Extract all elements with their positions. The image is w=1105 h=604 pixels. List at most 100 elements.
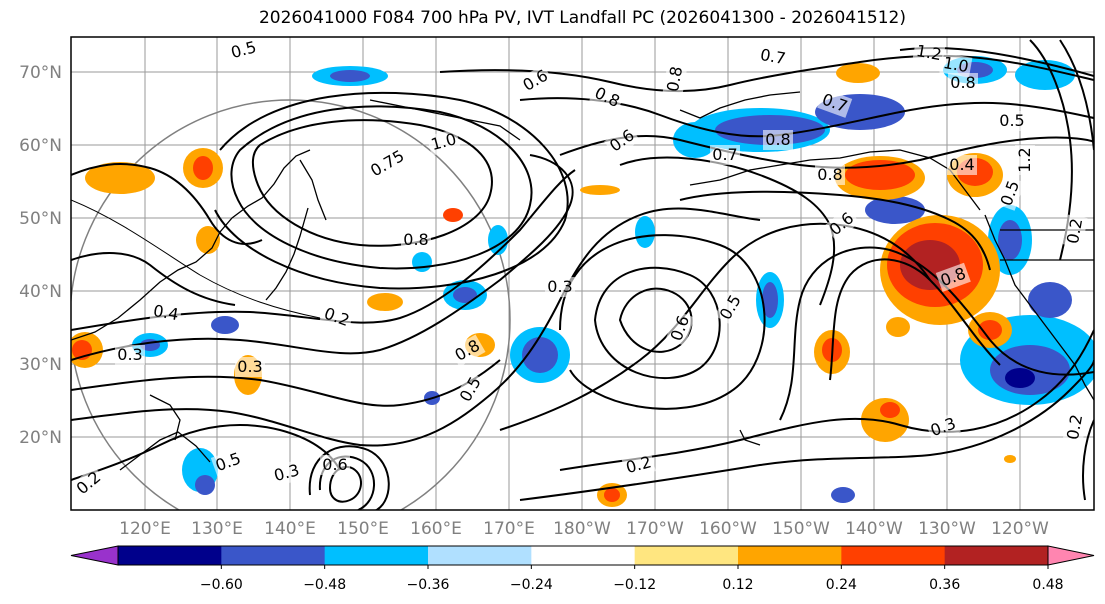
contour-label-bg: [454, 371, 487, 408]
colorbar-tick-label: −0.60: [200, 577, 243, 593]
contour-label-bg: [369, 147, 406, 180]
contour-line: [559, 234, 766, 410]
contour-label-bg: [210, 447, 246, 477]
contour-label-bg: [149, 300, 183, 326]
lon-label: 180°W: [553, 519, 611, 539]
lon-label: 130°E: [191, 519, 243, 539]
lon-label: 160°E: [410, 519, 462, 539]
shade-blob: [978, 320, 1002, 340]
contour-label: 0.8: [765, 130, 790, 149]
contour-label-bg: [823, 206, 860, 242]
contour-label-bg: [269, 459, 304, 487]
contour-label-bg: [226, 37, 261, 64]
contour-label-bg: [115, 345, 145, 365]
lat-label: 30°N: [19, 355, 62, 375]
contour-line: [1082, 419, 1094, 501]
colorbar-tick-label: 0.36: [929, 577, 960, 593]
lon-label: 170°W: [626, 519, 684, 539]
lon-label: 140°E: [264, 519, 316, 539]
shade-blob: [762, 282, 778, 318]
colorbar-tick-label: 0.12: [722, 577, 753, 593]
colorbar-tick-label: 0.24: [826, 577, 857, 593]
contour-label-bg: [817, 88, 853, 118]
contour-label: 0.8: [950, 73, 975, 92]
shade-blob: [865, 196, 925, 224]
coastline-north-america: [984, 214, 1094, 401]
contour-label: 0.8: [403, 230, 428, 249]
colorbar-segment: [221, 546, 326, 565]
contour-label: 0.7: [759, 45, 787, 68]
contour-line: [308, 445, 390, 510]
contour-label-bg: [995, 175, 1025, 211]
shade-blob: [1005, 368, 1035, 388]
shade-blob: [453, 287, 477, 303]
lat-label: 20°N: [19, 428, 62, 448]
contour-line: [252, 119, 493, 247]
longitude-labels: 120°E 130°E 140°E 150°E 160°E 170°E 180°W 170°W…: [119, 519, 1049, 539]
colorbar-segment: [428, 546, 532, 565]
shade-blob: [673, 122, 717, 158]
contour-label-bg: [665, 310, 695, 346]
colorbar-frame: [117, 545, 1049, 566]
lon-label: 160°W: [699, 519, 757, 539]
lon-label: 150°E: [337, 519, 389, 539]
range-ring: [71, 99, 511, 510]
page-title: 2026041000 F084 700 hPa PV, IVT Landfall…: [258, 8, 906, 28]
contour-label: 1.2: [1015, 147, 1034, 172]
coastline-alaska-north: [679, 91, 801, 119]
colorbar-tick-labels: −0.60 −0.48 −0.36 −0.24 −0.12 0.12 0.24 0.36 0.4…: [200, 565, 1064, 593]
contour-label-bg: [71, 465, 107, 501]
contour-label-bg: [997, 111, 1027, 131]
shade-blob: [845, 160, 915, 190]
pv-contours: [71, 39, 1094, 510]
colorbar-segment: [531, 546, 636, 565]
lon-label: 120°E: [119, 519, 171, 539]
shade-blob: [443, 208, 463, 222]
contour-label-bg: [517, 64, 554, 97]
shade-blob: [580, 185, 620, 195]
contour-label-bg: [763, 130, 793, 150]
shade-blob: [412, 252, 432, 272]
shade-blob: [831, 487, 855, 503]
contour-label-bg: [935, 262, 971, 292]
contour-line: [214, 91, 569, 290]
shade-blob: [196, 226, 220, 254]
lat-label: 40°N: [19, 282, 62, 302]
contour-label-bg: [939, 52, 973, 78]
contour-line: [71, 252, 236, 306]
contour-label: 0.3: [237, 357, 262, 376]
contour-label: 0.4: [152, 301, 180, 324]
shade-blob: [604, 488, 620, 502]
shade-blob: [522, 337, 558, 373]
shade-blob: [635, 216, 655, 248]
contour-line: [230, 105, 533, 270]
contour-label: 0.4: [949, 155, 974, 174]
colorbar-tick-label: −0.24: [510, 577, 553, 593]
lon-label: 140°W: [845, 519, 903, 539]
colorbar-tick-label: −0.48: [303, 577, 346, 593]
contour-line: [71, 169, 576, 331]
contour-label-bg: [1062, 410, 1088, 444]
shade-blob: [330, 70, 370, 82]
colorbar-tick-label: −0.12: [613, 577, 656, 593]
contour-line: [519, 97, 1094, 138]
contour-label-bg: [319, 302, 355, 332]
shade-blob: [195, 475, 215, 495]
map-frame: [70, 36, 1095, 511]
lat-label: 50°N: [19, 209, 62, 229]
lat-label: 60°N: [19, 136, 62, 156]
contour-line: [519, 359, 1094, 501]
lat-label: 70°N: [19, 63, 62, 83]
coastline-kamchatka: [299, 159, 327, 221]
contour-label: 0.3: [547, 277, 572, 296]
contour-label-bg: [621, 451, 656, 479]
shade-blob: [880, 402, 900, 418]
colorbar-extend-low: [70, 545, 119, 566]
colorbar-tick-label: −0.36: [407, 577, 450, 593]
contour-label-bg: [948, 73, 978, 93]
contour-line: [439, 54, 1094, 93]
contour-line-thin: [71, 199, 321, 319]
contour-line: [619, 156, 836, 306]
contour-line: [71, 154, 574, 361]
contour-label: 1.2: [915, 41, 943, 64]
